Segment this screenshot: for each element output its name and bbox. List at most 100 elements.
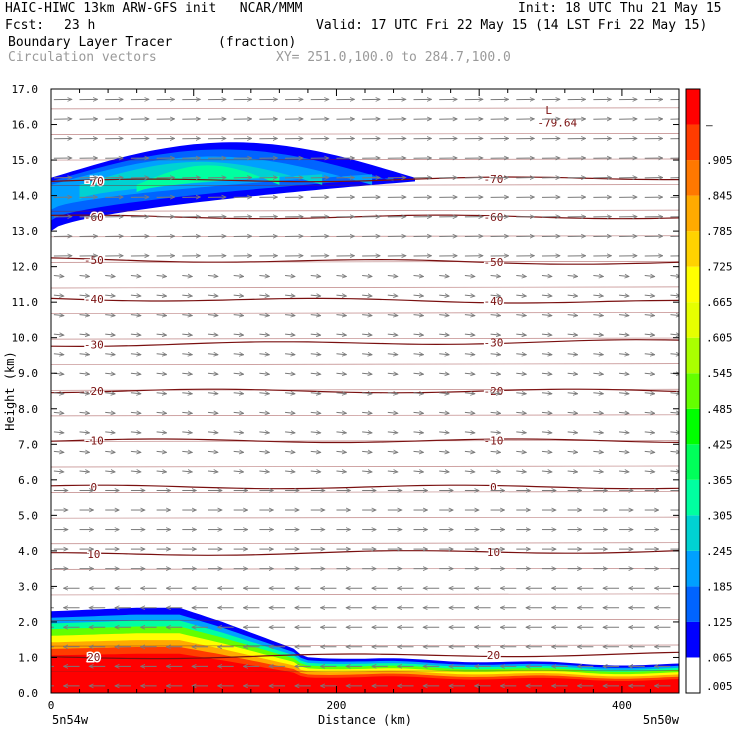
wind-vector [130, 354, 141, 355]
contour-label: -50 [484, 256, 504, 269]
wind-vector [105, 315, 115, 316]
wind-vector [362, 471, 372, 472]
contour-label: -30 [84, 339, 104, 352]
wind-vector [413, 295, 424, 296]
colorbar-label: .485 [706, 403, 733, 416]
init-time: Init: 18 UTC Thu 21 May 15 [518, 1, 722, 16]
wind-vector [464, 412, 475, 413]
wind-vector [285, 393, 295, 394]
wind-vector [541, 334, 552, 335]
wind-vector [182, 373, 192, 374]
wind-vector [233, 315, 244, 316]
valid-time: Valid: 17 UTC Fri 22 May 15 (14 LST Fri … [316, 18, 708, 33]
contour-label: -20 [84, 385, 104, 398]
wind-vector [207, 432, 218, 433]
wind-vector [285, 471, 295, 472]
wind-vector [387, 471, 398, 472]
wind-vector [464, 393, 475, 394]
wind-vector [336, 393, 346, 394]
wind-vector [541, 276, 552, 277]
y-tick-label: 14.0 [12, 190, 39, 203]
tracer-field [51, 142, 679, 693]
colorbar-swatch [686, 160, 700, 196]
fcst-value: 23 h [64, 18, 96, 33]
wind-vector [490, 295, 501, 296]
wind-vector [105, 373, 115, 374]
contour-10 [51, 550, 679, 556]
wind-vector [516, 471, 526, 472]
contour-label: 0 [91, 481, 98, 494]
contour-minor [51, 516, 679, 519]
contour-minor [51, 644, 679, 647]
wind-vector [53, 276, 64, 277]
wind-vector [79, 471, 90, 472]
wind-vector [182, 315, 192, 316]
wind-vector [182, 334, 192, 335]
wind-vector [207, 276, 218, 277]
wind-vector [233, 276, 244, 277]
plot-axes: 0.0 1.0 2.0 3.0 4.0 5.0 6.0 7.0 8.0 9.0 10.0 11.0 12… [3, 83, 680, 727]
contour-label: -70 [84, 175, 104, 188]
field2-name: Circulation vectors [8, 50, 157, 65]
wind-vector [156, 276, 167, 277]
wind-vector [387, 451, 398, 452]
wind-vector [207, 354, 218, 355]
wind-vector [439, 451, 449, 452]
contour-label: 20 [87, 651, 100, 664]
wind-vector [310, 432, 321, 433]
wind-vector [464, 373, 475, 374]
wind-vector [207, 471, 218, 472]
wind-vector [541, 412, 552, 413]
colorbar-swatch [686, 373, 700, 409]
x-tick-label: 0 [48, 699, 55, 712]
wind-vector [567, 276, 578, 277]
wind-vector [362, 393, 372, 394]
wind-vector [362, 373, 372, 374]
wind-vector [53, 471, 64, 472]
wind-vector [207, 295, 218, 296]
contour-minor [51, 286, 679, 289]
contour-minor [51, 363, 679, 366]
wind-vector [490, 451, 501, 452]
y-tick-label: 17.0 [12, 83, 39, 96]
wind-vector [413, 373, 424, 374]
colorbar-swatch [686, 586, 700, 622]
wind-vector [644, 471, 655, 472]
wind-vector [310, 393, 321, 394]
wind-vector [413, 334, 424, 335]
wind-vector [285, 373, 295, 374]
wind-vector [79, 354, 90, 355]
y-tick-label: 9.0 [18, 367, 38, 380]
y-tick-label: 12.0 [12, 261, 39, 274]
wind-vector [105, 354, 115, 355]
wind-vector [156, 451, 167, 452]
wind-vector [387, 276, 398, 277]
wind-vector [233, 373, 244, 374]
contour-label: -10 [484, 435, 504, 448]
wind-vector [644, 451, 655, 452]
wind-vector [233, 412, 244, 413]
low-marker-label: L [545, 104, 552, 117]
wind-vector [182, 276, 192, 277]
contour--40 [51, 297, 679, 304]
colorbar-label: .905 [706, 154, 733, 167]
wind-vector [567, 451, 578, 452]
x-axis-title: Distance (km) [318, 713, 412, 727]
wind-vector [593, 432, 603, 433]
wind-vector [105, 471, 115, 472]
wind-vector [541, 471, 552, 472]
contour-minor [51, 312, 679, 314]
wind-vector [182, 412, 192, 413]
wind-vector [439, 393, 449, 394]
wind-vector [130, 373, 141, 374]
wind-vector [310, 276, 321, 277]
contour-minor [51, 465, 679, 468]
wind-vector [233, 393, 244, 394]
wind-vector [516, 354, 526, 355]
wind-vector [285, 276, 295, 277]
wind-vector [490, 315, 501, 316]
colorbar-label: .545 [706, 367, 733, 380]
wind-vector [336, 432, 346, 433]
tracer-band-low-7 [51, 653, 679, 693]
contour-0 [51, 484, 679, 490]
